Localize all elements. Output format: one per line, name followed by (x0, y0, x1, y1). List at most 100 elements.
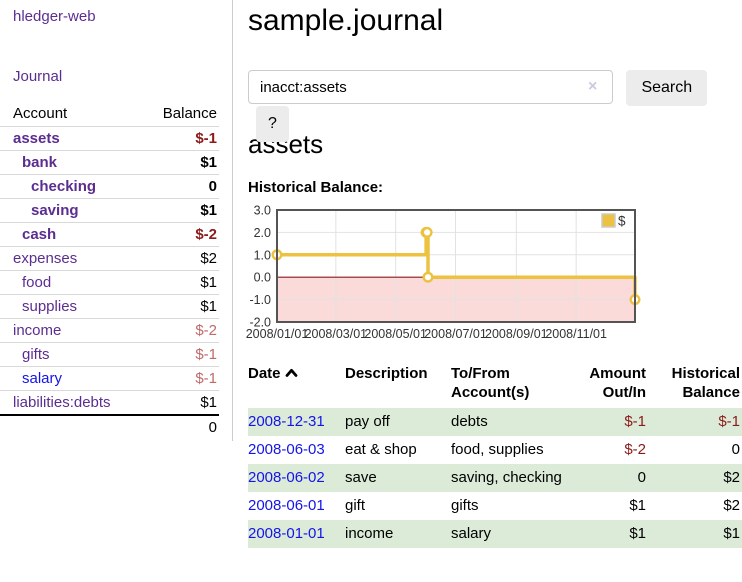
account-link[interactable]: gifts (22, 346, 50, 363)
main-content: sample.journal × Search ? assets Histori… (246, 0, 742, 548)
account-balance: $-2 (145, 222, 219, 247)
transaction-accounts: food, supplies (451, 441, 544, 458)
account-link[interactable]: supplies (22, 298, 78, 315)
transaction-row: 2008-01-01 income salary $1 $1 (248, 520, 742, 548)
search-button[interactable]: Search (626, 70, 708, 106)
account-row: cash $-2 (0, 222, 219, 247)
account-link[interactable]: expenses (13, 250, 78, 267)
amount-column-header: Amount Out/In (589, 365, 646, 401)
account-link[interactable]: salary (22, 370, 63, 387)
accounts-total-value: 0 (145, 414, 219, 439)
help-button[interactable]: ? (256, 106, 289, 142)
transaction-date-link[interactable]: 2008-06-01 (248, 497, 325, 514)
transaction-amount: 0 (637, 469, 646, 486)
account-balance: $2 (145, 246, 219, 271)
page-title: sample.journal (248, 4, 444, 37)
transaction-accounts: salary (451, 525, 492, 542)
transaction-amount: $-1 (624, 413, 646, 430)
chart-border (276, 209, 636, 323)
transaction-amount: $1 (629, 525, 646, 542)
y-axis-tick-label: 0.0 (254, 271, 271, 285)
clear-search-icon[interactable]: × (588, 78, 598, 95)
y-axis-tick-label: 2.0 (254, 226, 271, 240)
y-axis-tick-label: -2.0 (249, 316, 271, 330)
transaction-row: 2008-06-01 gift gifts $1 $2 (248, 492, 742, 520)
account-balance: $-1 (145, 342, 219, 367)
transaction-row: 2008-06-03 eat & shop food, supplies $-2… (248, 436, 742, 464)
sidebar-divider (232, 0, 233, 441)
account-balance: 0 (145, 174, 219, 199)
transaction-description: gift (345, 497, 366, 514)
transaction-description: save (345, 469, 377, 486)
transaction-balance: $2 (723, 497, 740, 514)
account-row: assets $-1 (0, 126, 219, 151)
account-balance: $-2 (145, 318, 219, 343)
account-row: gifts $-1 (0, 342, 219, 367)
transaction-balance: 0 (731, 441, 740, 458)
account-heading: assets (248, 129, 324, 159)
app-title-link[interactable]: hledger-web (13, 8, 96, 25)
search-input[interactable] (248, 70, 613, 104)
account-balance: $1 (145, 150, 219, 175)
account-row: bank $1 (0, 150, 219, 175)
account-balance: $-1 (145, 126, 219, 151)
x-axis-tick-label: 2008/03/01 (305, 327, 368, 341)
transaction-amount: $-2 (624, 441, 646, 458)
chart-container: $3.0 2.0 1.0 0.0 -1.0 -2.0 2008/01/01 2008/03/0… (246, 202, 742, 342)
data-point-marker (421, 226, 433, 238)
search-form: × Search ? (248, 70, 742, 142)
sidebar: hledger-web Journal Account Balance asse… (0, 0, 233, 439)
account-link[interactable]: cash (22, 226, 57, 243)
account-link[interactable]: bank (22, 154, 58, 171)
account-row: food $1 (0, 270, 219, 295)
x-axis-tick-label: 2008/09/01 (485, 327, 548, 341)
x-axis-tick-label: 2008/11/01 (545, 327, 607, 341)
account-link[interactable]: liabilities:debts (13, 394, 111, 411)
account-link[interactable]: food (22, 274, 52, 291)
transaction-date-link[interactable]: 2008-01-01 (248, 525, 325, 542)
account-balance: $-1 (145, 366, 219, 391)
account-row: saving $1 (0, 198, 219, 223)
register-table: Date Description To/From Account(s) Amou… (248, 362, 742, 548)
transaction-description: pay off (345, 413, 390, 430)
transaction-date-link[interactable]: 2008-06-02 (248, 469, 325, 486)
x-axis-tick-label: 2008/01/01 (246, 327, 309, 341)
account-column-header: Account (13, 105, 68, 122)
register-header-row: Date Description To/From Account(s) Amou… (248, 362, 742, 408)
account-link[interactable]: income (13, 322, 62, 339)
transaction-balance: $2 (723, 469, 740, 486)
account-row: salary $-1 (0, 366, 219, 391)
account-link[interactable]: checking (31, 178, 97, 195)
transaction-description: income (345, 525, 394, 542)
transaction-description: eat & shop (345, 441, 417, 458)
x-axis-tick-label: 2008/07/01 (424, 327, 487, 341)
account-row: income $-2 (0, 318, 219, 343)
transaction-row: 2008-12-31 pay off debts $-1 $-1 (248, 408, 742, 436)
transaction-balance: $1 (723, 525, 740, 542)
sort-ascending-icon (285, 368, 297, 377)
accounts-total-row: 0 (0, 414, 219, 439)
legend-label: $ (618, 214, 626, 229)
account-row: liabilities:debts $1 (0, 390, 219, 415)
y-axis-tick-label: -1.0 (249, 293, 271, 307)
description-column-header: Description (345, 365, 428, 382)
balance-column-header: Balance (162, 105, 217, 122)
accounts-table: Account Balance assets $-1 bank $1 check… (0, 102, 219, 439)
transaction-date-link[interactable]: 2008-06-03 (248, 441, 325, 458)
account-link[interactable]: assets (13, 130, 60, 147)
account-link[interactable]: saving (31, 202, 79, 219)
account-balance: $1 (145, 294, 219, 319)
sidebar-item-journal[interactable]: Journal (13, 68, 63, 85)
account-row: supplies $1 (0, 294, 219, 319)
transaction-balance: $-1 (718, 413, 740, 430)
y-axis-tick-label: 1.0 (254, 248, 271, 262)
transaction-amount: $1 (629, 497, 646, 514)
account-balance: $1 (145, 198, 219, 223)
account-balance: $1 (145, 270, 219, 295)
chart-title: Historical Balance: (248, 179, 384, 196)
date-column-header[interactable]: Date (248, 362, 345, 408)
account-row: expenses $2 (0, 246, 219, 271)
transaction-row: 2008-06-02 save saving, checking 0 $2 (248, 464, 742, 492)
transaction-date-link[interactable]: 2008-12-31 (248, 413, 325, 430)
transaction-accounts: saving, checking (451, 469, 562, 486)
